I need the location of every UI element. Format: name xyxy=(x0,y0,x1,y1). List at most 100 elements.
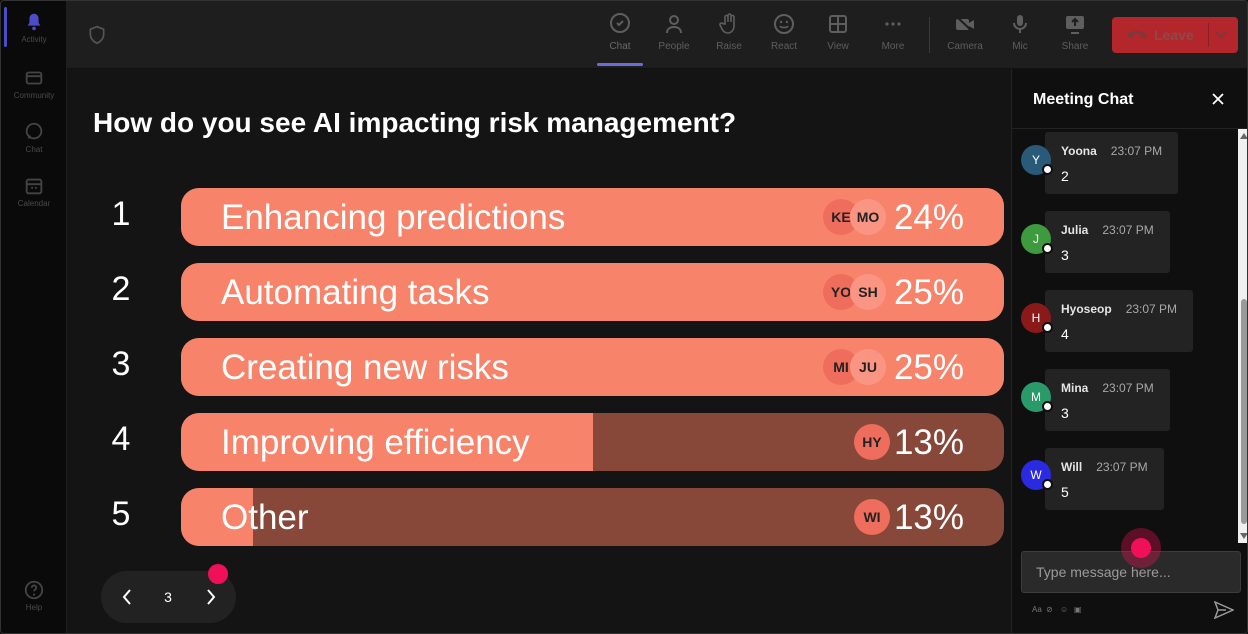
option-percent: 13% xyxy=(893,498,964,537)
bell-icon xyxy=(27,13,41,31)
shield-icon[interactable] xyxy=(87,25,107,45)
option-percent: 24% xyxy=(893,198,964,237)
calendar-icon xyxy=(25,178,43,195)
poll-option-bar[interactable]: Other WI 13% xyxy=(181,488,1004,546)
message-time: 23:07 PM xyxy=(1102,223,1154,237)
chat-header: Meeting Chat xyxy=(1012,69,1247,129)
camera-off-icon xyxy=(955,15,975,34)
leave-split-divider xyxy=(1208,23,1209,47)
share-screen-icon xyxy=(1066,16,1084,34)
share-button[interactable]: Share xyxy=(1050,11,1100,52)
raise-hand-button[interactable]: Raise xyxy=(704,11,754,52)
avatar-initial: W xyxy=(1030,468,1042,482)
chat-title: Meeting Chat xyxy=(1033,91,1134,108)
chevron-right-icon[interactable] xyxy=(201,587,221,607)
scroll-thumb[interactable] xyxy=(1241,299,1247,524)
click-indicator xyxy=(1121,528,1161,568)
presence-dot xyxy=(1042,164,1053,175)
gif-icon[interactable]: ▣ xyxy=(1074,605,1082,614)
page-number: 3 xyxy=(164,589,172,605)
rail-item-community[interactable]: Community xyxy=(1,67,67,100)
message-time: 23:07 PM xyxy=(1102,381,1154,395)
sender-name: Will xyxy=(1061,460,1083,474)
chat-message: Hyoseop 23:07 PM 4 xyxy=(1045,290,1194,352)
poll-option-bar[interactable]: Creating new risks MI JU 25% xyxy=(181,338,1004,396)
mic-icon xyxy=(1013,15,1027,33)
more-button[interactable]: More xyxy=(868,11,918,52)
chat-scrollbar[interactable] xyxy=(1238,129,1247,543)
scroll-up-arrow[interactable] xyxy=(1240,133,1247,139)
chat-button[interactable]: Chat xyxy=(595,11,645,52)
avatar-initial: Y xyxy=(1031,153,1040,167)
option-percent: 25% xyxy=(893,348,964,387)
avatar: JU xyxy=(850,349,886,385)
message-time: 23:07 PM xyxy=(1125,302,1178,316)
rail-item-label: Help xyxy=(25,603,43,612)
smiley-icon xyxy=(774,14,794,34)
rail-item-chat[interactable]: Chat xyxy=(1,121,67,154)
avatar: MI xyxy=(823,349,859,385)
message-text: 3 xyxy=(1061,247,1069,263)
people-icon xyxy=(666,15,682,34)
react-button-label: React xyxy=(770,41,798,52)
option-label: Improving efficiency xyxy=(221,423,530,462)
option-number: 2 xyxy=(111,270,131,308)
mic-button-label: Mic xyxy=(1012,41,1028,52)
people-button[interactable]: People xyxy=(649,11,699,52)
avatar-initial: M xyxy=(1031,390,1041,404)
chat-message: Mina 23:07 PM 3 xyxy=(1045,369,1170,431)
option-number: 4 xyxy=(111,420,131,458)
poll-option-bar[interactable]: Enhancing predictions KE MO 24% xyxy=(181,188,1004,246)
camera-button[interactable]: Camera xyxy=(940,11,990,52)
send-icon[interactable] xyxy=(1214,601,1234,619)
react-button[interactable]: React xyxy=(759,11,809,52)
message-text: 5 xyxy=(1061,484,1069,500)
rail-item-help[interactable]: Help xyxy=(1,579,67,612)
mic-button[interactable]: Mic xyxy=(995,11,1045,52)
option-label: Enhancing predictions xyxy=(221,198,566,237)
message-text: 3 xyxy=(1061,405,1069,421)
format-text-icon[interactable]: Aa xyxy=(1032,605,1042,614)
presence-dot xyxy=(1042,243,1053,254)
option-percent: 13% xyxy=(893,423,964,462)
chat-message: Yoona 23:07 PM 2 xyxy=(1045,132,1179,194)
leave-button[interactable]: Leave xyxy=(1112,17,1238,53)
scroll-down-arrow[interactable] xyxy=(1240,533,1247,539)
rail-item-label: Chat xyxy=(25,145,43,154)
avatar: MO xyxy=(850,199,886,235)
camera-button-label: Camera xyxy=(947,41,983,52)
share-button-label: Share xyxy=(1061,41,1089,52)
rail-item-activity[interactable]: Activity xyxy=(1,11,67,44)
chat-message-input[interactable] xyxy=(1021,551,1241,593)
chat-message: Julia 23:07 PM 3 xyxy=(1045,211,1170,273)
attach-icon[interactable]: ⊘ xyxy=(1046,605,1053,614)
community-icon xyxy=(25,71,43,85)
chat-icon xyxy=(25,122,43,140)
chevron-down-icon[interactable] xyxy=(1214,29,1228,41)
close-icon[interactable] xyxy=(1210,91,1226,107)
meeting-chat-panel: Meeting Chat Yoona 23:07 PM 2 Y Julia 23:0… xyxy=(1011,69,1247,633)
avatar: J xyxy=(1021,224,1053,254)
option-number: 3 xyxy=(111,345,131,383)
avatar: WI xyxy=(854,499,890,535)
presence-dot xyxy=(1042,479,1053,490)
hand-icon xyxy=(719,13,735,34)
active-tab-indicator xyxy=(597,63,643,66)
toolbar-divider xyxy=(929,17,930,53)
left-rail: Activity Community Chat Calendar Help xyxy=(1,1,67,633)
presence-dot xyxy=(1042,322,1053,333)
chat-message: Will 23:07 PM 5 xyxy=(1045,448,1164,510)
chevron-left-icon[interactable] xyxy=(117,587,137,607)
poll-option-bar[interactable]: Improving efficiency HY 13% xyxy=(181,413,1004,471)
click-indicator-core xyxy=(1131,538,1151,558)
click-indicator-dot xyxy=(208,564,228,584)
emoji-icon[interactable]: ☺ xyxy=(1060,605,1069,614)
rail-item-calendar[interactable]: Calendar xyxy=(1,175,67,208)
option-fill xyxy=(181,413,593,471)
chat-message-list[interactable]: Yoona 23:07 PM 2 Y Julia 23:07 PM 3 J Hyos… xyxy=(1012,129,1238,543)
chat-icon xyxy=(610,13,630,33)
poll-option-bar[interactable]: Automating tasks YO SH 25% xyxy=(181,263,1004,321)
meeting-toolbar: Chat People Raise React View More Camera xyxy=(67,1,1247,69)
view-button[interactable]: View xyxy=(813,11,863,52)
